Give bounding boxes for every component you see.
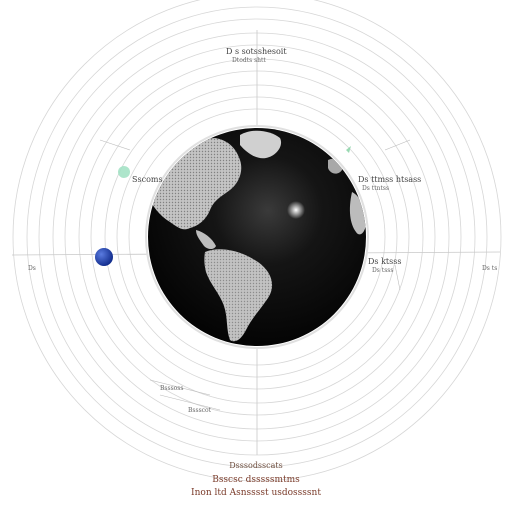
- tick-marks: [99, 139, 411, 411]
- label-left-orbit: Sscoms: [132, 175, 163, 184]
- greenland-landmass: [240, 130, 282, 159]
- caption-line-3: Inon ltd Asnsssst usdossssnt: [191, 488, 321, 498]
- label-top-1: D s sotsshesoit: [226, 47, 287, 56]
- label-lower-left-1: Bsssoss: [160, 385, 184, 392]
- label-lower-left-2: Bssscot: [188, 407, 212, 414]
- orbit-ring: [26, 6, 488, 468]
- green-marker-icon: [346, 146, 351, 153]
- caption-line-2: Bsscsc dsssssmtms: [212, 475, 300, 485]
- central-america-landmass: [196, 230, 216, 249]
- africa-landmass: [349, 192, 366, 235]
- label-right-mid-1: Ds ktsss: [368, 257, 402, 266]
- label-far-left: Ds: [28, 265, 36, 272]
- green-planet-icon: [118, 166, 130, 178]
- blue-planet-icon: [95, 248, 113, 266]
- label-far-right: Ds ts: [482, 265, 498, 272]
- globe-highlight: [287, 201, 305, 219]
- orbit-ring: [12, 0, 502, 482]
- label-right-mid-2: Ds tsss: [372, 267, 394, 274]
- label-top-2: Dtodts shtt: [232, 57, 266, 64]
- label-right-upper-2: Ds ttntss: [362, 185, 390, 192]
- label-right-upper-1: Ds ttmss htsass: [358, 175, 422, 184]
- caption-line-1: Dsssodsscats: [229, 461, 283, 470]
- earth-globe-icon: [145, 125, 369, 349]
